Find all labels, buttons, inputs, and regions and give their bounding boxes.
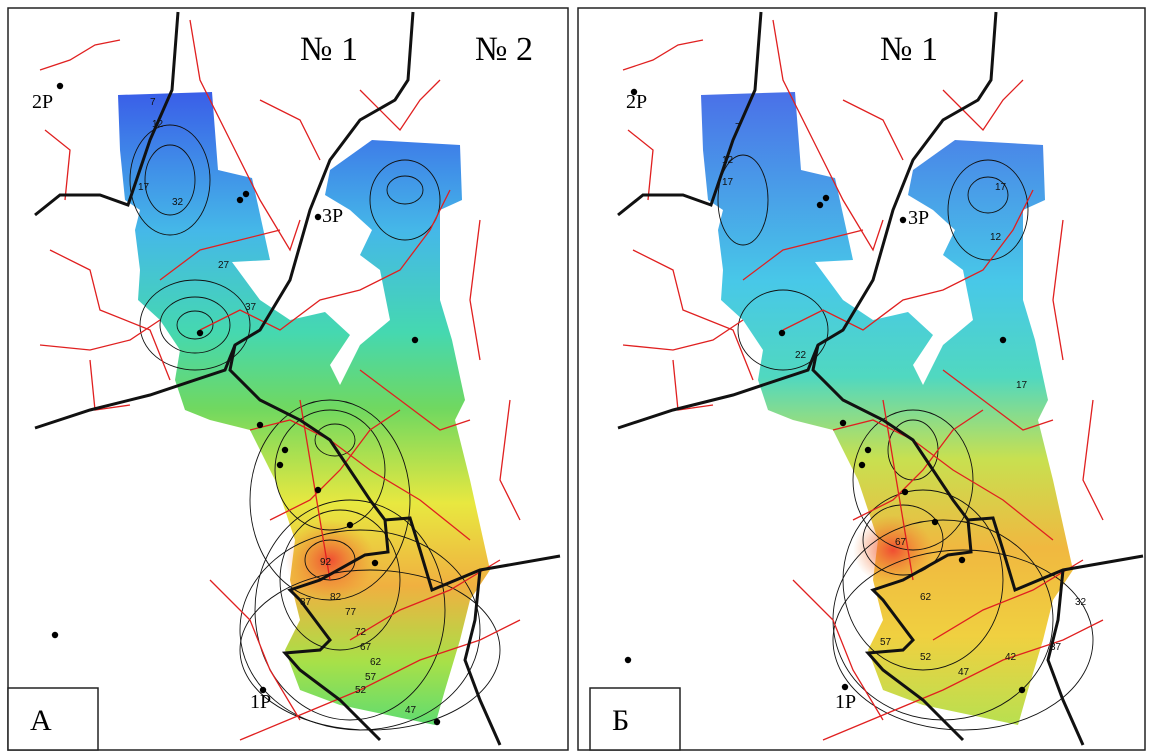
panel-letter: Б bbox=[612, 704, 629, 737]
contour-label: 62 bbox=[370, 657, 382, 668]
well-dot bbox=[901, 488, 909, 496]
contour-label: 87 bbox=[300, 597, 312, 608]
field-number: № 1 bbox=[880, 31, 938, 68]
panel-frame bbox=[7, 7, 569, 751]
well-dot bbox=[259, 686, 267, 694]
well-dot bbox=[242, 190, 250, 198]
contour-label: 37 bbox=[245, 302, 257, 313]
well-dot bbox=[1018, 686, 1026, 694]
well-label: 1P bbox=[250, 691, 271, 713]
panel-b-map bbox=[616, 10, 1145, 747]
contours bbox=[129, 124, 501, 731]
well-label: 2P bbox=[626, 91, 647, 113]
well-dot bbox=[864, 446, 872, 454]
panel-a-map bbox=[33, 10, 562, 747]
well-dot bbox=[816, 201, 824, 209]
well-dot bbox=[314, 486, 322, 494]
well-label: 2P bbox=[32, 91, 53, 113]
field-number: № 1 bbox=[300, 31, 358, 68]
contour-label: 52 bbox=[920, 652, 932, 663]
well-dot bbox=[433, 718, 441, 726]
letter-box bbox=[589, 687, 681, 751]
well-dot bbox=[858, 461, 866, 469]
surface bbox=[701, 92, 1073, 725]
well-dot bbox=[624, 656, 632, 664]
panel-letter: А bbox=[30, 704, 52, 737]
contour-label: 42 bbox=[1005, 652, 1017, 663]
contour-label: 77 bbox=[345, 607, 357, 618]
contour-label: 52 bbox=[355, 685, 367, 696]
panel-frame bbox=[577, 7, 1146, 751]
contour-label: 22 bbox=[795, 350, 807, 361]
contour-label: 82 bbox=[330, 592, 342, 603]
contour-label: 32 bbox=[1075, 597, 1087, 608]
contour-label: 17 bbox=[722, 177, 734, 188]
contour-label: 17 bbox=[1016, 380, 1028, 391]
contour-label: 7 bbox=[150, 97, 156, 108]
well-dot bbox=[839, 419, 847, 427]
contour-label: 17 bbox=[138, 182, 150, 193]
contour-label: 57 bbox=[365, 672, 377, 683]
contour-label: 47 bbox=[958, 667, 970, 678]
well-dot bbox=[236, 196, 244, 204]
well-dot bbox=[630, 88, 638, 96]
well-dot bbox=[51, 631, 59, 639]
well-dot bbox=[841, 683, 849, 691]
well-dot bbox=[281, 446, 289, 454]
well-label: 3P bbox=[908, 207, 929, 229]
well-dot bbox=[958, 556, 966, 564]
well-dot bbox=[346, 521, 354, 529]
letter-box bbox=[7, 687, 99, 751]
contour-label: 37 bbox=[1050, 642, 1062, 653]
contour-label: 72 bbox=[355, 627, 367, 638]
contour-label: 67 bbox=[895, 537, 907, 548]
contour-label: 62 bbox=[920, 592, 932, 603]
contour-label: 12 bbox=[722, 155, 734, 166]
well-dot bbox=[999, 336, 1007, 344]
well-label: 3P bbox=[322, 205, 343, 227]
well-dot bbox=[276, 461, 284, 469]
contour-label: 7 bbox=[735, 122, 741, 133]
well-dot bbox=[931, 518, 939, 526]
well-dot bbox=[196, 329, 204, 337]
surface bbox=[118, 92, 490, 725]
well-dot bbox=[822, 194, 830, 202]
well-dot bbox=[256, 421, 264, 429]
well-dot bbox=[411, 336, 419, 344]
contour-label: 57 bbox=[880, 637, 892, 648]
well-dot bbox=[371, 559, 379, 567]
contour-label: 12 bbox=[990, 232, 1002, 243]
contour-label: 92 bbox=[320, 557, 332, 568]
well-dot bbox=[314, 213, 322, 221]
well-dot bbox=[56, 82, 64, 90]
contour-label: 27 bbox=[218, 260, 230, 271]
well-dot bbox=[899, 216, 907, 224]
contour-label: 12 bbox=[152, 119, 164, 130]
contour-label: 47 bbox=[405, 705, 417, 716]
contour-label: 17 bbox=[995, 182, 1007, 193]
well-label: 1P bbox=[835, 691, 856, 713]
field-number: № 2 bbox=[475, 31, 533, 68]
well-dot bbox=[778, 329, 786, 337]
contour-label: 32 bbox=[172, 197, 184, 208]
contour-label: 67 bbox=[360, 642, 372, 653]
